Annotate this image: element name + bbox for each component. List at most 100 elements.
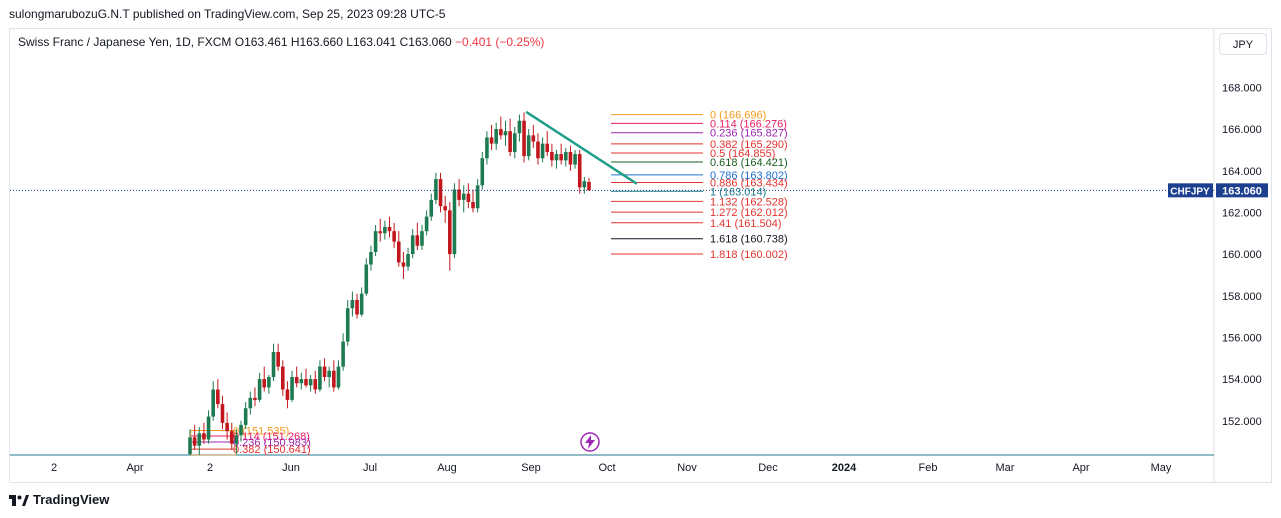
trendline-group xyxy=(525,111,638,185)
candle xyxy=(318,360,322,392)
close-value: C163.060 xyxy=(399,35,452,49)
tradingview-logo-icon xyxy=(9,494,29,506)
fib-level[interactable]: 0.786 (163.802) xyxy=(611,170,788,182)
x-tick-label: Mar xyxy=(996,462,1015,474)
candle xyxy=(582,177,587,194)
candle xyxy=(253,387,257,407)
fib-level[interactable]: 0.5 (164.855) xyxy=(611,148,775,160)
fib-level[interactable]: 1.818 (160.002) xyxy=(611,249,788,261)
candle xyxy=(457,179,461,207)
symbol-tag-label: CHFJPY xyxy=(1170,186,1210,197)
y-tick-label: 152.000 xyxy=(1222,416,1262,428)
chart-frame xyxy=(9,28,1272,483)
fib-level[interactable]: 1.618 (160.738) xyxy=(611,234,788,246)
fib-level[interactable]: 1.272 (162.012) xyxy=(611,207,788,219)
candle xyxy=(332,360,336,392)
symbol-legend: Swiss Franc / Japanese Yen, 1D, FXCM O16… xyxy=(18,35,544,49)
candle xyxy=(239,420,243,442)
candle xyxy=(461,185,466,213)
candle xyxy=(243,402,248,430)
candle xyxy=(540,137,545,163)
candle xyxy=(276,343,280,371)
candle xyxy=(192,424,197,450)
small-fib-label: 0 (151.535) xyxy=(233,425,289,437)
candle xyxy=(410,229,415,259)
y-tick-label: 156.000 xyxy=(1222,332,1262,344)
candle xyxy=(206,410,211,444)
candle xyxy=(369,245,373,271)
candle xyxy=(522,112,526,163)
x-tick-label: 2 xyxy=(51,462,57,474)
fib-level[interactable]: 0.618 (164.421) xyxy=(611,157,788,169)
y-tick-label: 166.000 xyxy=(1222,124,1262,136)
candle xyxy=(406,247,410,271)
candle xyxy=(531,124,536,148)
fib-level-label: 1.818 (160.002) xyxy=(710,249,788,261)
change-value: −0.401 (−0.25%) xyxy=(455,35,545,49)
fib-level[interactable]: 0.236 (165.827) xyxy=(611,128,788,140)
flash-icon[interactable] xyxy=(580,432,600,452)
candle xyxy=(550,143,554,167)
candle xyxy=(197,427,202,455)
currency-button[interactable]: JPY xyxy=(1219,33,1267,55)
x-tick-label: Dec xyxy=(758,462,778,474)
x-tick-label: Sep xyxy=(521,462,541,474)
candle xyxy=(378,218,383,242)
fib-level[interactable]: 0.886 (163.434) xyxy=(611,178,788,190)
candle xyxy=(494,122,499,150)
fib-level-label: 1.41 (161.504) xyxy=(710,218,782,230)
footer-brand: TradingView xyxy=(9,492,109,507)
fib-level-label: 1.618 (160.738) xyxy=(710,234,788,246)
candle xyxy=(364,258,369,296)
candle xyxy=(327,366,331,388)
y-tick-label: 168.000 xyxy=(1222,82,1262,94)
candle xyxy=(188,429,192,455)
candles xyxy=(188,112,591,455)
axis-lines xyxy=(10,29,1215,483)
fib-level-label: 1 (163.014) xyxy=(710,186,766,198)
fib-level[interactable]: 0.382 (165.290) xyxy=(611,139,788,151)
candle xyxy=(448,202,452,271)
price-tag xyxy=(1216,183,1268,198)
fib-level[interactable]: 0.114 (166.276) xyxy=(611,118,787,130)
candle xyxy=(545,131,550,157)
candle xyxy=(280,360,285,396)
y-axis: 152.000 154.000 156.000 158.000 160.000 162.0… xyxy=(1222,82,1262,427)
candle xyxy=(452,183,457,259)
x-tick-label: Apr xyxy=(1072,462,1089,474)
candle xyxy=(424,210,429,236)
candle xyxy=(257,372,262,403)
candle xyxy=(485,131,489,165)
open-value: O163.461 xyxy=(234,35,288,49)
small-fib-level[interactable]: 0.382 (150.641) xyxy=(191,444,311,456)
candle xyxy=(568,145,573,171)
x-tick-label: May xyxy=(1151,462,1172,474)
candle xyxy=(471,189,475,213)
high-value: H163.660 xyxy=(290,35,343,49)
candle xyxy=(234,429,239,455)
footer-brand-label: TradingView xyxy=(33,492,110,507)
fib-level[interactable]: 1.41 (161.504) xyxy=(611,218,782,230)
y-tick-label: 162.000 xyxy=(1222,207,1262,219)
fib-level[interactable]: 0 (166.696) xyxy=(611,110,766,122)
candle xyxy=(304,368,308,388)
symbol-name: Swiss Franc / Japanese Yen, 1D, FXCM xyxy=(18,35,232,49)
fib-level[interactable]: 1.132 (162.528) xyxy=(611,196,788,208)
candle xyxy=(489,124,494,150)
y-tick-label: 158.000 xyxy=(1222,291,1262,303)
fib-level-label: 1.272 (162.012) xyxy=(710,207,788,219)
candle xyxy=(294,366,299,388)
fib-level-label: 0.236 (165.827) xyxy=(710,128,788,140)
low-value: L163.041 xyxy=(346,35,397,49)
candle xyxy=(229,422,234,450)
candle xyxy=(564,147,568,167)
x-tick-label: Jun xyxy=(282,462,300,474)
trendline[interactable] xyxy=(525,111,638,185)
fib-level[interactable]: 1 (163.014) xyxy=(611,186,766,198)
x-tick-label: Oct xyxy=(598,462,615,474)
candle xyxy=(336,360,341,390)
candle xyxy=(359,287,364,317)
fib-level-label: 0.886 (163.434) xyxy=(710,178,788,190)
candle xyxy=(285,381,290,409)
